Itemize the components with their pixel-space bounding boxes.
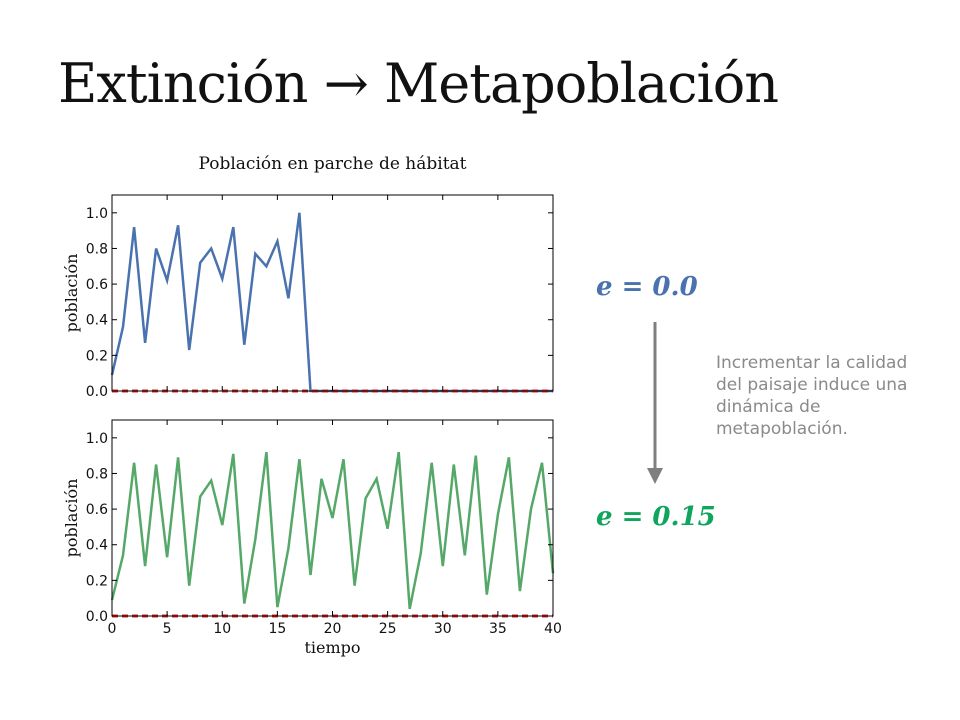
down-arrow-icon xyxy=(647,322,663,484)
y-tick-label: 0.0 xyxy=(86,384,108,400)
x-tick-label: 35 xyxy=(489,621,507,637)
equation-e-0: e = 0.0 xyxy=(596,272,698,302)
equation-e-015: e = 0.15 xyxy=(596,502,716,532)
y-tick-label: 0.2 xyxy=(86,348,108,364)
note-text: Incrementar la calidad del paisaje induc… xyxy=(716,353,908,440)
y-tick-label: 0.0 xyxy=(86,609,108,625)
y-tick-label: 1.0 xyxy=(86,431,108,447)
x-tick-label: 30 xyxy=(434,621,452,637)
y-tick-label: 0.8 xyxy=(86,466,108,482)
x-tick-label: 0 xyxy=(108,621,117,637)
y-tick-label: 1.0 xyxy=(86,206,108,222)
x-tick-label: 10 xyxy=(213,621,231,637)
series-line-0-0 xyxy=(110,212,553,393)
y-axis-label: población xyxy=(62,479,81,558)
chart-bottom-panel: 0.0 0.2 0.4 0.6 0.8 1.0 0 5 10 15 20 25 30 35 40 poblac… xyxy=(62,419,562,657)
x-tick-label: 20 xyxy=(324,621,342,637)
plot-frame xyxy=(111,194,554,392)
x-axis-label: tiempo xyxy=(304,638,360,657)
y-axis-label: población xyxy=(62,254,81,333)
chart-top-panel: 0.0 0.2 0.4 0.6 0.8 1.0 población Población en … xyxy=(62,154,554,400)
y-tick-label: 0.2 xyxy=(86,573,108,589)
y-tick-label: 0.4 xyxy=(86,538,108,554)
x-tick-label: 25 xyxy=(379,621,397,637)
x-tick-label: 40 xyxy=(544,621,562,637)
slide-title: Extinción → Metapoblación xyxy=(58,52,779,115)
y-tick-label: 0.8 xyxy=(86,241,108,257)
x-tick-label: 5 xyxy=(163,621,172,637)
series-line-1-0 xyxy=(110,451,555,610)
y-tick-label: 0.6 xyxy=(86,502,108,518)
y-tick-label: 0.6 xyxy=(86,277,108,293)
x-tick-label: 15 xyxy=(268,621,286,637)
arrow-head xyxy=(647,468,663,484)
y-tick-label: 0.4 xyxy=(86,313,108,329)
chart-title: Población en parche de hábitat xyxy=(198,154,466,174)
